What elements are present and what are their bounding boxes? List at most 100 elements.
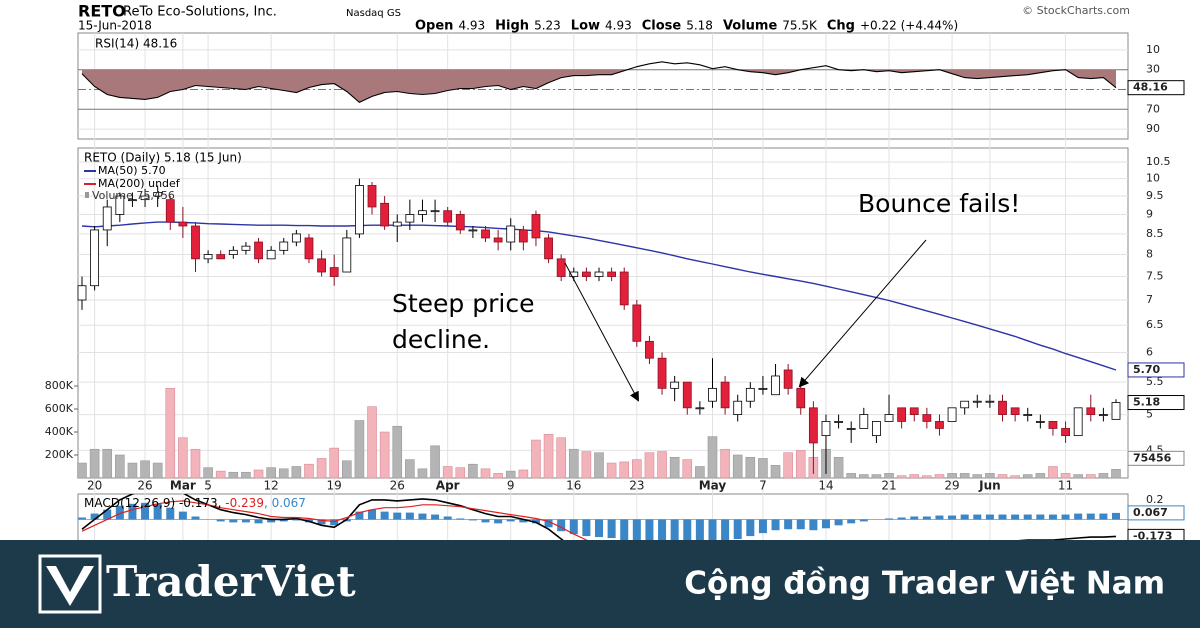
candle-body — [228, 249, 238, 255]
volume-bar — [909, 474, 920, 479]
candle-body — [355, 185, 364, 235]
volume-bar — [505, 470, 516, 479]
y-tick-label: 6 — [1146, 345, 1153, 358]
quote-label: Low — [571, 19, 600, 34]
x-tick-label: Jun — [978, 479, 1001, 493]
y-tick-label: 7 — [1146, 293, 1153, 306]
candle-body — [897, 407, 907, 422]
macd-bar — [380, 511, 389, 520]
quote-value: +0.22 (+4.44%) — [860, 19, 958, 33]
candle-body — [1023, 414, 1033, 416]
annotation: decline. — [392, 325, 490, 354]
banner — [0, 540, 1200, 628]
ma200-legend: MA(200) undef — [98, 177, 181, 190]
volume-bar — [568, 448, 579, 479]
volume-bar — [140, 460, 150, 479]
candle-body — [266, 249, 276, 260]
macd-tag: -0.173 — [1133, 529, 1172, 542]
volume-bar — [783, 452, 793, 479]
macd-legend: MACD(12,26,9) -0.173, -0.239, 0.067 — [84, 496, 306, 510]
volume-bar — [468, 463, 478, 479]
macd-bar — [721, 519, 730, 540]
macd-bar — [279, 519, 288, 522]
candle-body — [1073, 407, 1083, 437]
volume-bar — [115, 454, 125, 479]
candle-body — [645, 340, 654, 359]
volume-bar — [417, 468, 428, 479]
candle-body — [720, 381, 730, 409]
macd-bar — [355, 511, 364, 520]
macd-bar — [834, 519, 843, 526]
volume-bar — [266, 467, 276, 479]
candle-body — [783, 369, 793, 389]
macd-bar — [973, 514, 982, 520]
macd-bar — [128, 503, 137, 520]
close-tag: 5.18 — [1133, 396, 1160, 409]
macd-bar — [1099, 513, 1108, 520]
volume-bar — [190, 448, 201, 479]
volume-bar — [947, 473, 957, 479]
y-tick-label: 10 — [1146, 172, 1160, 185]
volume-bar — [745, 457, 756, 479]
macd-bar — [1061, 514, 1070, 520]
candle-body — [859, 414, 869, 429]
y-tick-label: 10.5 — [1146, 155, 1171, 168]
brand: TraderViet — [106, 557, 356, 606]
volume-bar — [102, 448, 113, 479]
volume-bar — [884, 473, 894, 479]
macd-bar — [267, 519, 276, 523]
macd-legend-hist: , 0.067 — [264, 496, 306, 510]
candle-body — [960, 400, 970, 409]
candle-body — [708, 387, 717, 402]
candle-body — [607, 271, 617, 277]
volume-bar — [758, 458, 768, 479]
quote-label: Close — [642, 19, 682, 34]
x-tick-label: 20 — [87, 479, 102, 493]
candle-body — [884, 414, 894, 422]
quote: Open 4.93 High 5.23 Low 4.93 Close 5.18 Volume 75… — [415, 19, 958, 34]
volume-bar — [543, 434, 554, 479]
macd-bar — [317, 519, 326, 525]
candle-body — [203, 254, 213, 260]
candle-body — [216, 254, 226, 260]
macd-bar — [481, 519, 490, 523]
quote-value: 4.93 — [605, 19, 632, 33]
rsi-tick-label: 30 — [1146, 63, 1160, 76]
macd-bar — [922, 516, 931, 520]
x-tick-label: 26 — [137, 479, 152, 493]
macd-bar — [569, 519, 578, 535]
candle-body — [1035, 421, 1045, 423]
volume-bar — [531, 439, 541, 479]
macd-tick-label: 0.2 — [1146, 493, 1164, 506]
volume-bar — [1085, 474, 1096, 479]
rsi-tick-label: 90 — [1146, 122, 1160, 135]
macd-bar — [519, 519, 528, 523]
candle-body — [481, 229, 490, 239]
volume-bar — [922, 475, 932, 479]
volume-bar — [152, 462, 163, 479]
candle-body — [1098, 414, 1108, 416]
macd-legend-main: MACD(12,26,9) -0.173, — [84, 496, 225, 510]
macd-bar — [90, 513, 99, 520]
volume-bar — [455, 467, 466, 479]
volume-bar — [707, 436, 718, 479]
volume-bar — [178, 437, 188, 479]
macd-bar — [292, 519, 301, 521]
quote-label: Volume — [723, 19, 778, 34]
tagline: Cộng đồng Trader Việt Nam — [684, 566, 1165, 602]
macd-bar — [821, 519, 830, 529]
candle-body — [115, 195, 125, 215]
macd-bar — [531, 519, 540, 524]
credit: © StockCharts.com — [1022, 4, 1130, 17]
volume-bar — [203, 467, 213, 479]
volume-bar — [959, 473, 970, 479]
macd-bar — [1011, 514, 1020, 520]
quote-label: Chg — [827, 19, 855, 34]
macd-bar — [405, 512, 414, 520]
macd-bar — [418, 513, 427, 520]
candle-body — [834, 421, 843, 423]
candle-body — [594, 271, 604, 277]
macd-bar — [431, 514, 440, 520]
annotation: Bounce fails! — [858, 189, 1020, 218]
